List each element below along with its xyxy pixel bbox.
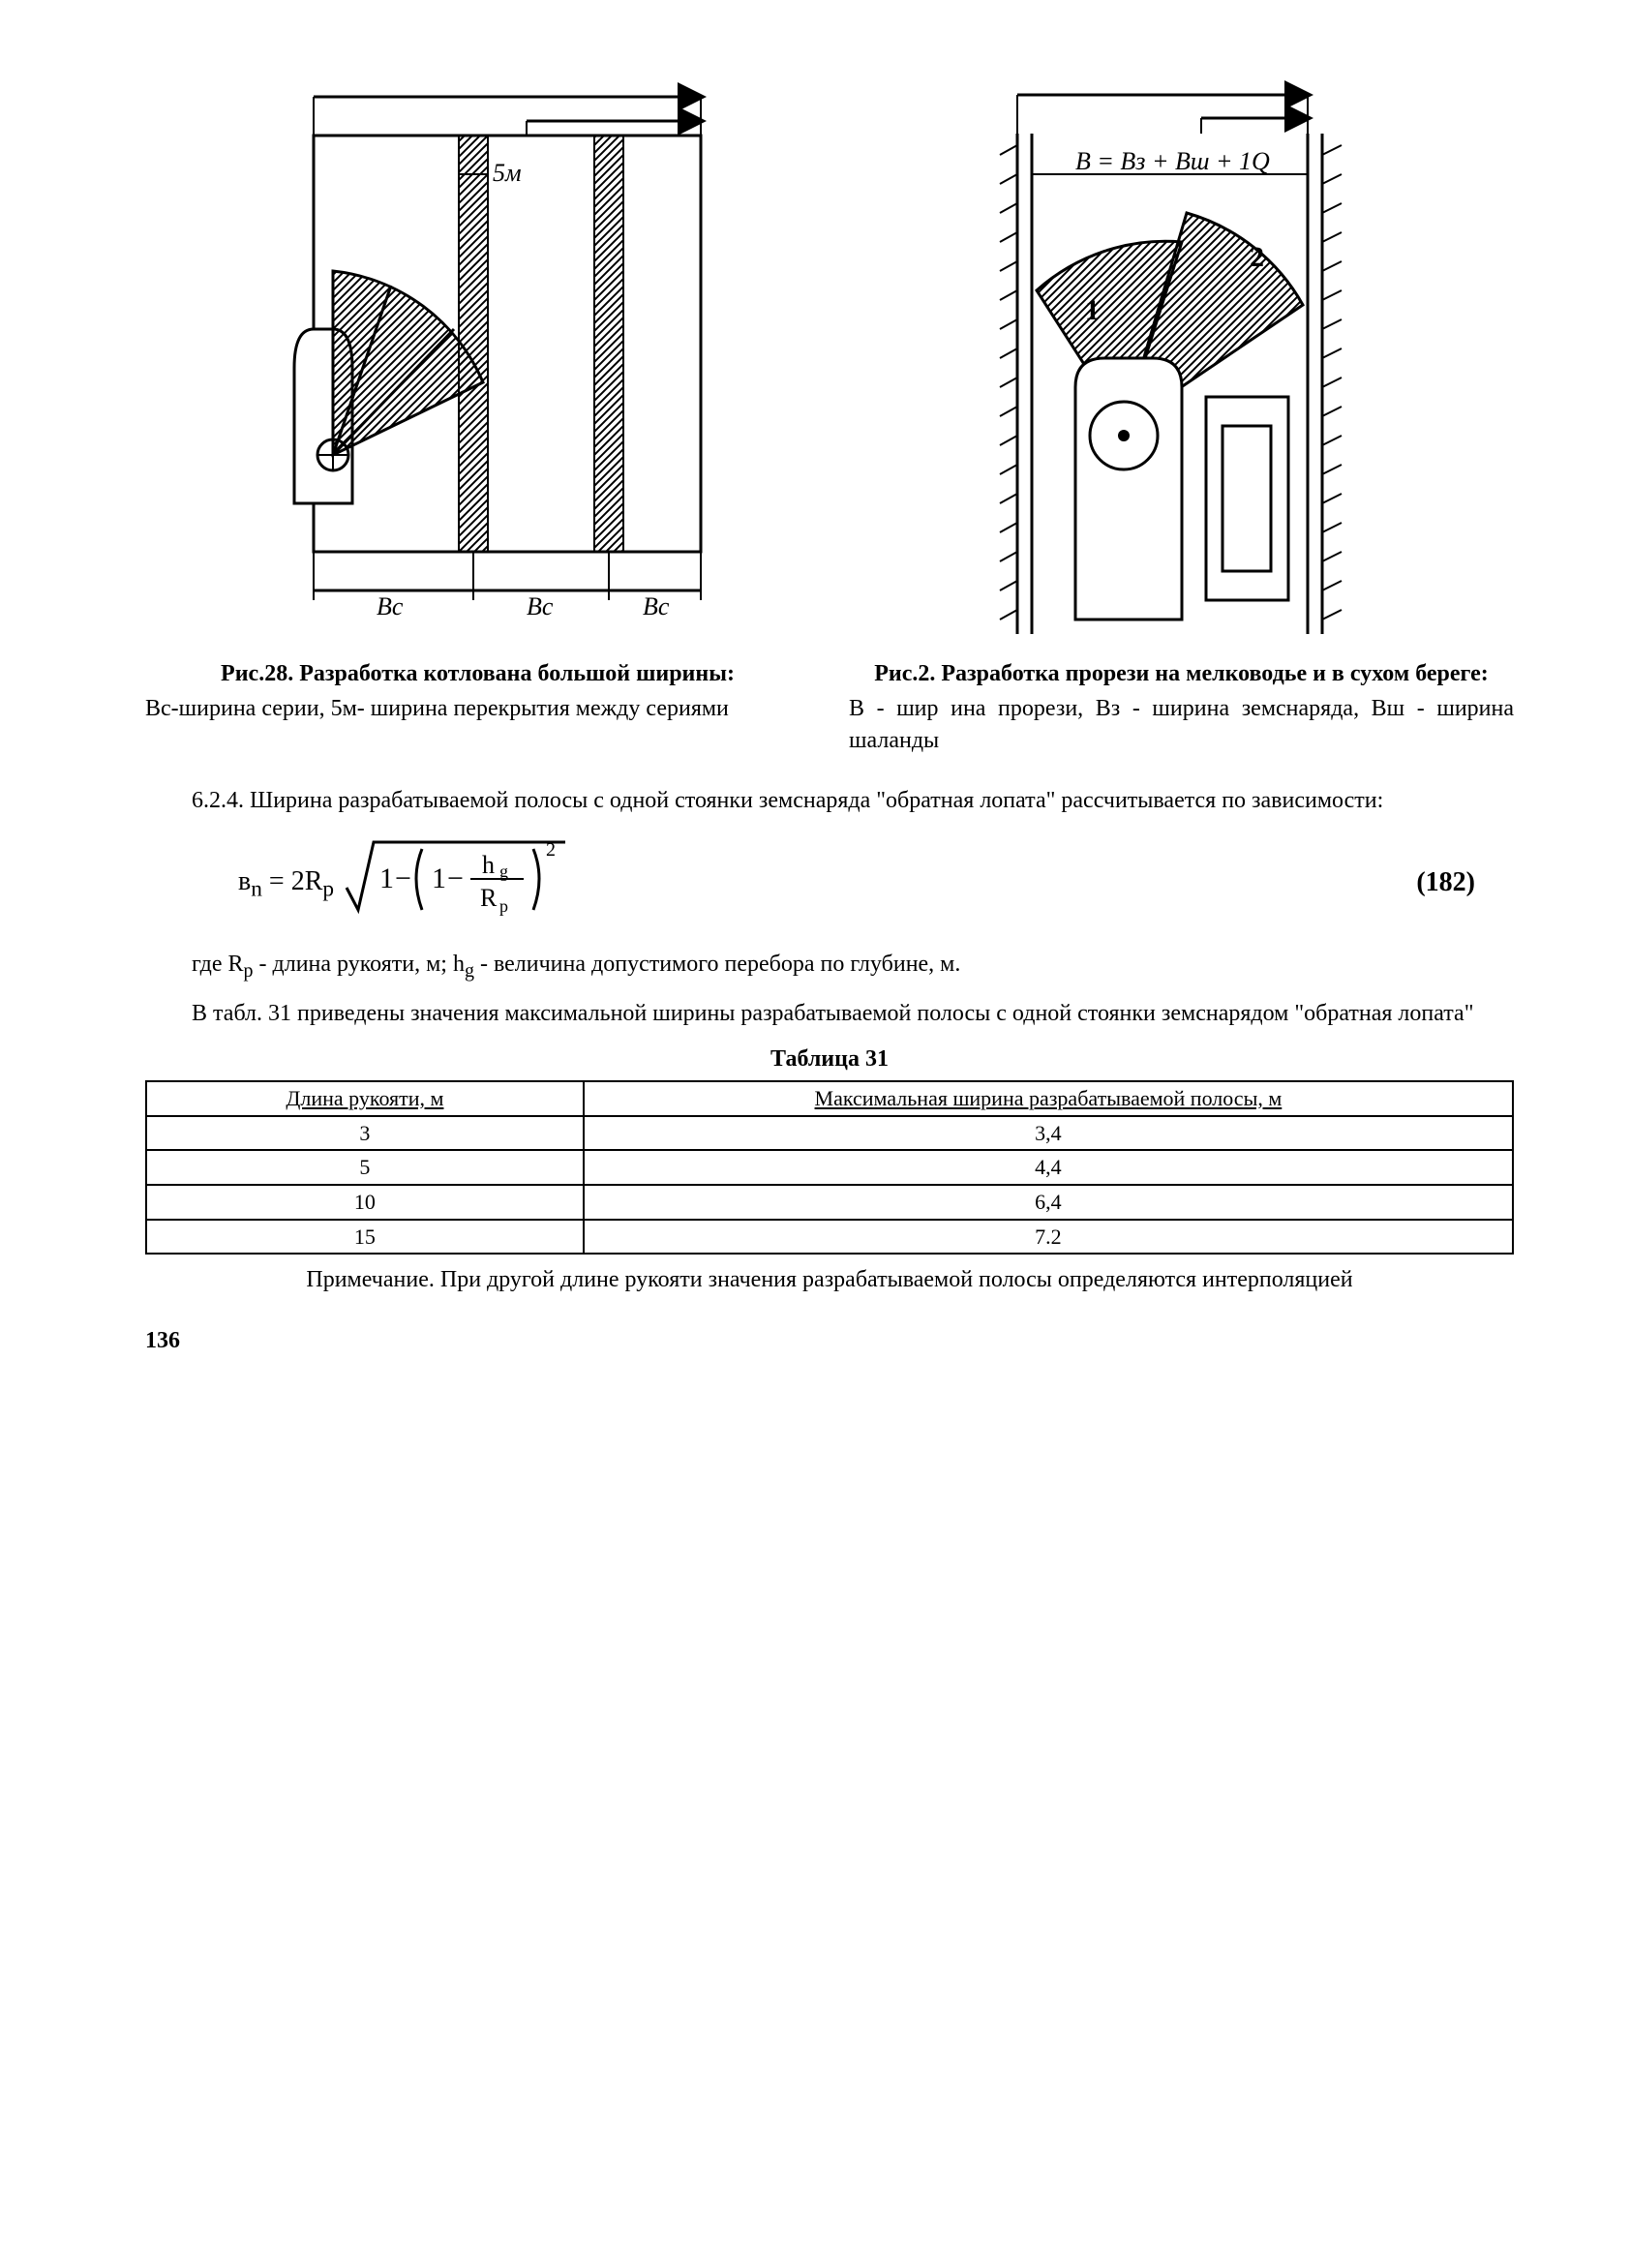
formula-number: (182) (1416, 864, 1514, 901)
cell: 6,4 (584, 1185, 1513, 1220)
cell: 3,4 (584, 1116, 1513, 1151)
table-row: 106,4 (146, 1185, 1513, 1220)
svg-text:h: h (482, 851, 495, 879)
f-Rsub: р (322, 876, 334, 901)
table-row: 54,4 (146, 1150, 1513, 1185)
figure-right: В = Вз + Вш + 1Q 1 2 (849, 77, 1514, 639)
table-col1: Длина рукояти, м (146, 1081, 584, 1116)
caption-left-sub: Bс-ширина серии, 5м- ширина перекрытия м… (145, 693, 810, 724)
formula-row: вn = 2Rр 1 − 1 − h g R р 2 (145, 834, 1514, 932)
f-lhs-sub: n (251, 876, 262, 901)
label-bc-1: Вс (377, 592, 404, 620)
formula: вn = 2Rр 1 − 1 − h g R р 2 (145, 834, 1416, 932)
f-lhs: в (238, 865, 251, 895)
svg-text:1: 1 (379, 862, 394, 894)
cell: 7.2 (584, 1220, 1513, 1255)
figure-right-svg: В = Вз + Вш + 1Q 1 2 (959, 77, 1404, 639)
figure-left: 5м Вс Вс Вс (145, 77, 810, 639)
svg-text:2: 2 (546, 839, 556, 861)
table-col2: Максимальная ширина разрабатываемой поло… (584, 1081, 1513, 1116)
f-eq: = 2R (269, 865, 322, 895)
table-row: 157.2 (146, 1220, 1513, 1255)
svg-text:р: р (499, 896, 508, 916)
cell: 15 (146, 1220, 584, 1255)
table-row: 33,4 (146, 1116, 1513, 1151)
section-para-2: где Rр - длина рукояти, м; hg - величина… (145, 949, 1514, 984)
caption-right-title: Рис.2. Разработка прорези на мелководье … (849, 658, 1514, 689)
label-5m: 5м (493, 159, 522, 187)
label-bc-3: Вс (643, 592, 670, 620)
table-header-row: Длина рукояти, м Максимальная ширина раз… (146, 1081, 1513, 1116)
label-pass-2: 2 (1250, 241, 1264, 273)
cell: 4,4 (584, 1150, 1513, 1185)
p2b: р (244, 960, 254, 982)
p2e: - величина допустимого перебора по глуби… (474, 952, 960, 977)
caption-right: Рис.2. Разработка прорези на мелководье … (849, 658, 1514, 756)
section-para-3: В табл. 31 приведены значения максимальн… (145, 998, 1514, 1029)
figures-row: 5м Вс Вс Вс (145, 77, 1514, 639)
cell: 5 (146, 1150, 584, 1185)
captions-row: Рис.28. Разработка котлована большой шир… (145, 658, 1514, 756)
label-B-formula: В = Вз + Вш + 1Q (1075, 147, 1270, 175)
page-number: 136 (145, 1325, 1514, 1356)
label-pass-1: 1 (1085, 294, 1100, 326)
table-31: Длина рукояти, м Максимальная ширина раз… (145, 1080, 1514, 1255)
svg-text:1: 1 (432, 862, 446, 894)
svg-text:R: R (480, 884, 498, 912)
table-note: Примечание. При другой длине рукояти зна… (145, 1264, 1514, 1295)
section-para-1: 6.2.4. Ширина разрабатываемой полосы с о… (145, 785, 1514, 816)
figure-left-svg: 5м Вс Вс Вс (236, 77, 720, 639)
caption-right-sub: В - шир ина прорези, Bз - ширина земснар… (849, 693, 1514, 756)
formula-svg: 1 − 1 − h g R р 2 (345, 834, 567, 922)
caption-left-title: Рис.28. Разработка котлована большой шир… (145, 658, 810, 689)
p2d: g (465, 960, 474, 982)
caption-left: Рис.28. Разработка котлована большой шир… (145, 658, 810, 756)
svg-text:−: − (447, 862, 464, 894)
cell: 10 (146, 1185, 584, 1220)
cell: 3 (146, 1116, 584, 1151)
svg-text:−: − (395, 862, 411, 894)
p2c: - длина рукояти, м; h (254, 952, 465, 977)
p2a: где R (192, 952, 244, 977)
table-caption: Таблица 31 (145, 1043, 1514, 1074)
label-bc-2: Вс (527, 592, 554, 620)
svg-text:g: g (499, 862, 508, 881)
